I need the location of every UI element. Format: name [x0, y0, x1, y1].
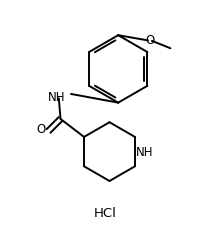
Text: NH: NH: [47, 90, 65, 103]
Text: HCl: HCl: [94, 206, 117, 219]
Text: O: O: [36, 123, 46, 136]
Text: NH: NH: [136, 146, 153, 159]
Text: O: O: [145, 34, 154, 47]
